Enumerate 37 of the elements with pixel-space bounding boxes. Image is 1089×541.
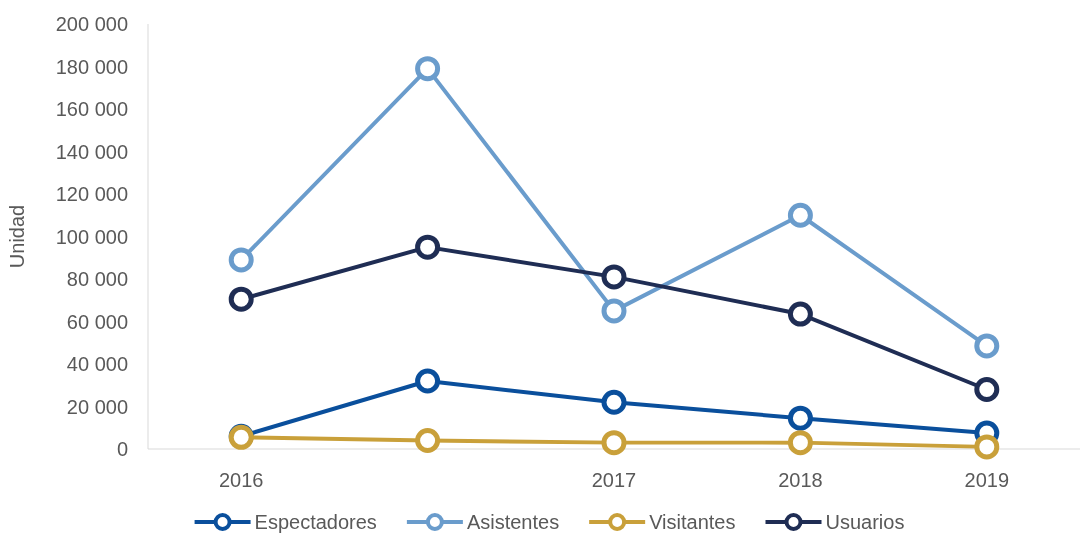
y-tick-label: 0 (116, 438, 128, 460)
y-tick-label: 40 000 (66, 353, 128, 375)
point (787, 430, 813, 456)
y-tick-label: 200 000 (55, 13, 128, 35)
point (787, 405, 813, 431)
y-tick-label: 80 000 (66, 268, 128, 290)
legend-label: Espectadores (254, 511, 377, 533)
point (415, 234, 441, 260)
x-tick-label: 2016 (218, 469, 264, 491)
point (974, 434, 1000, 460)
y-tick-label: 20 000 (66, 395, 128, 418)
x-tick-label: 2018 (778, 469, 823, 491)
point (787, 301, 813, 327)
x-tick-label: 2019 (964, 469, 1010, 491)
point (228, 286, 254, 312)
point (974, 377, 1000, 402)
y-tick-label: 160 000 (55, 98, 128, 120)
point (228, 247, 254, 273)
point (415, 56, 441, 82)
legend-label: Usuarios (825, 511, 905, 533)
y-tick-label: 60 000 (66, 310, 128, 333)
y-tick-label: 180 000 (55, 55, 128, 78)
legend-label: Visitantes (649, 511, 736, 533)
point (601, 264, 627, 290)
point (415, 428, 441, 453)
point (601, 430, 627, 456)
point (601, 389, 627, 415)
y-tick-label: 140 000 (55, 140, 128, 163)
point (974, 333, 1000, 359)
y-tick-label: 120 000 (55, 183, 128, 205)
point (787, 202, 813, 228)
point (415, 368, 441, 394)
x-tick-label: 2017 (591, 469, 637, 491)
point (601, 298, 627, 324)
y-tick-label: 100 000 (55, 225, 128, 248)
legend-label: Asistentes (466, 511, 560, 533)
y-axis-title: Unidad (6, 204, 28, 269)
